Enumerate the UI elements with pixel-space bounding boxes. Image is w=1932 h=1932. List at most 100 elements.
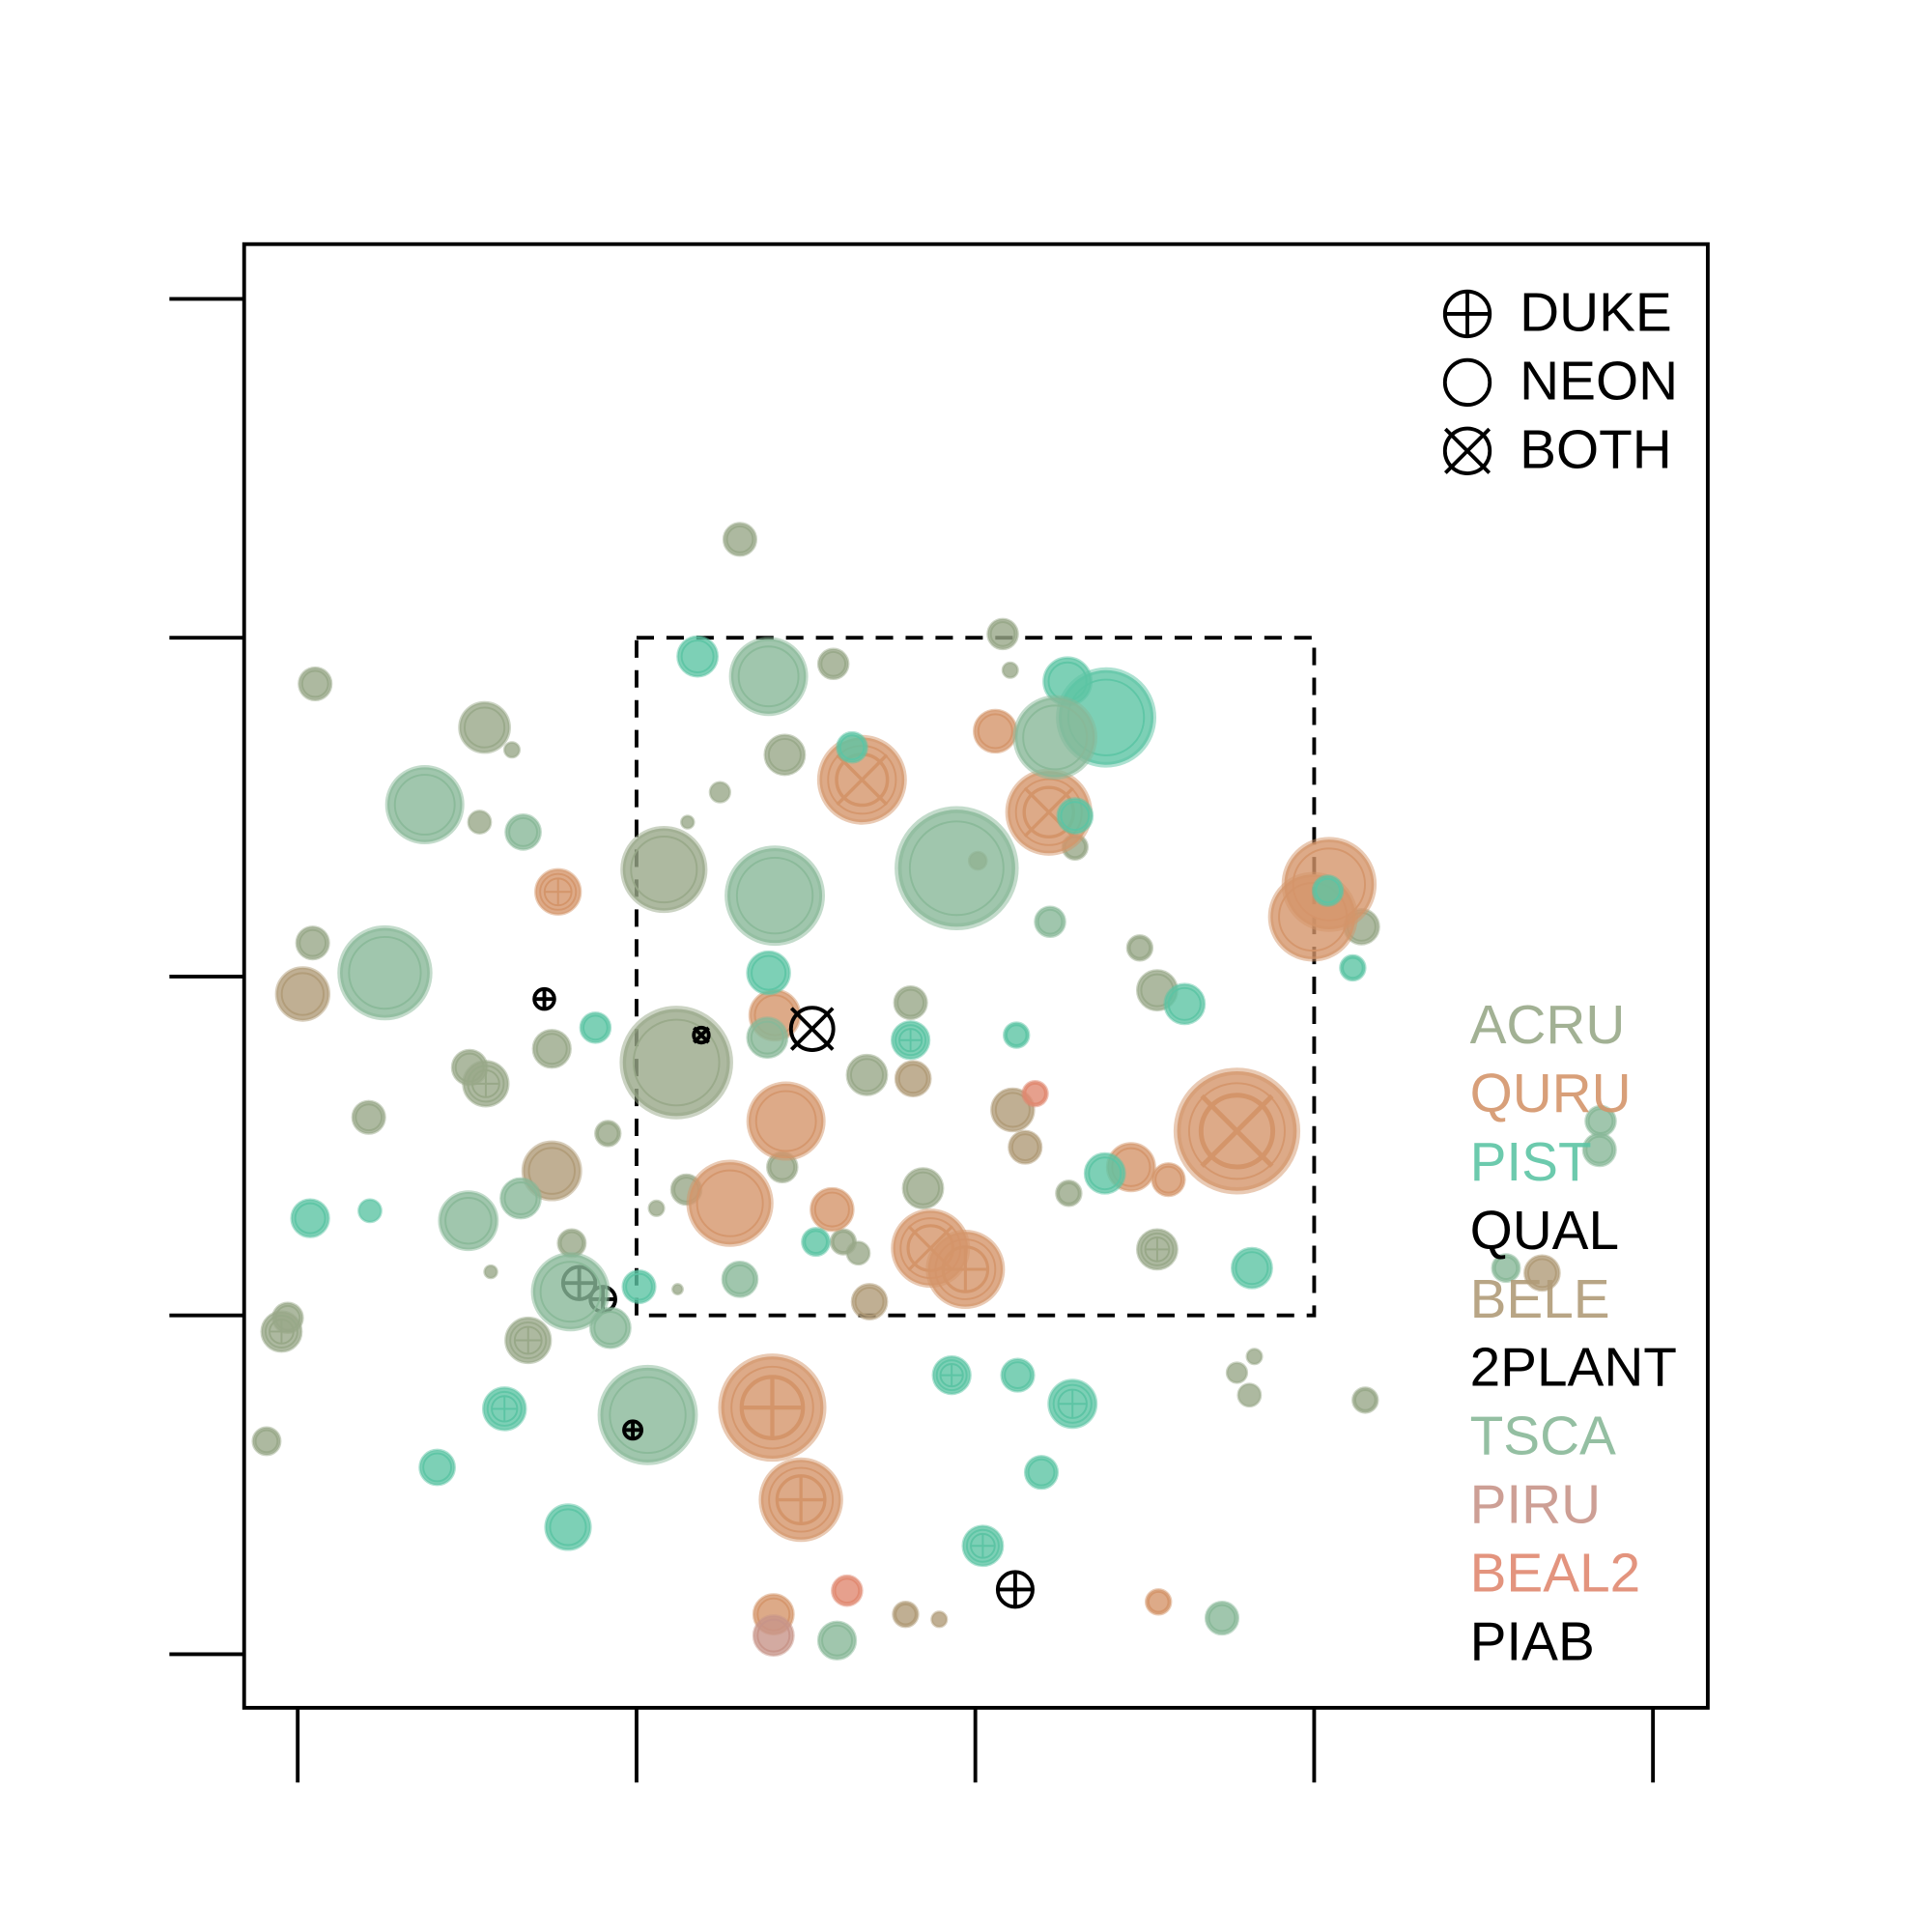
point-disc: [845, 1053, 889, 1096]
point: [556, 1228, 587, 1259]
point-disc: [458, 700, 511, 754]
point-ring: [1010, 1133, 1039, 1161]
point: [467, 810, 493, 835]
point-disc: [724, 845, 826, 947]
point-disc: [1163, 982, 1207, 1026]
legend-label: BEAL2: [1470, 1543, 1641, 1604]
point-ring: [725, 525, 754, 554]
point-ring: [508, 816, 538, 847]
point: [680, 814, 696, 830]
point: [810, 1186, 855, 1233]
point-ring: [1278, 882, 1349, 952]
point-ring: [539, 872, 578, 911]
point-disc: [816, 647, 850, 681]
point: [1034, 905, 1066, 938]
legend-label: PIST: [1470, 1132, 1592, 1193]
point-ring: [813, 1191, 850, 1228]
marker-ring: [1198, 1093, 1276, 1170]
point-disc: [438, 1190, 499, 1252]
point-ring: [467, 1065, 505, 1103]
point-disc: [1245, 1348, 1264, 1366]
point-disc: [671, 1283, 684, 1296]
legend-label: PIRU: [1470, 1475, 1602, 1536]
point-ring: [348, 935, 422, 1010]
point-ring: [280, 972, 325, 1016]
point-disc: [1083, 1151, 1126, 1195]
point-disc: [746, 950, 791, 996]
point-disc: [298, 666, 333, 701]
point: [1491, 1253, 1521, 1284]
point-disc: [1003, 1021, 1031, 1049]
point: [901, 1167, 945, 1210]
point-ring: [393, 774, 456, 836]
marker-legend-symbol: [1442, 426, 1492, 475]
point-disc: [1581, 1132, 1617, 1168]
point-disc: [588, 1306, 632, 1350]
point-disc: [544, 1503, 592, 1551]
point-disc: [357, 1198, 383, 1224]
point-disc: [418, 1448, 456, 1487]
point-disc: [1001, 661, 1019, 679]
point-ring: [1004, 1361, 1032, 1389]
point-ring: [895, 1603, 917, 1626]
point-ring: [1235, 1251, 1269, 1286]
point: [1003, 1021, 1031, 1049]
point-disc: [1236, 1382, 1263, 1408]
point-ring: [834, 1577, 861, 1605]
point: [290, 1198, 330, 1238]
point-ring: [1154, 1165, 1182, 1194]
point-disc: [893, 984, 928, 1021]
point: [995, 1570, 1035, 1609]
point-ring: [935, 1359, 968, 1392]
point: [521, 1140, 582, 1202]
point-disc: [686, 1159, 774, 1247]
point-disc: [1145, 1588, 1173, 1616]
marker-x: [693, 1026, 710, 1044]
point: [850, 1283, 889, 1321]
point: [894, 1060, 932, 1098]
point-ring: [264, 1314, 298, 1349]
point: [671, 1283, 684, 1296]
point-ring: [820, 650, 847, 677]
point-disc: [620, 825, 708, 914]
point: [647, 1199, 666, 1217]
point: [337, 924, 433, 1021]
point: [1225, 1361, 1249, 1384]
point-disc: [647, 1199, 666, 1217]
point: [986, 617, 1019, 651]
point-ring: [1585, 1135, 1614, 1164]
point: [1000, 1357, 1036, 1393]
point-ring: [1353, 1389, 1377, 1411]
point: [724, 845, 826, 947]
point: [1163, 982, 1207, 1026]
point-ring: [503, 1181, 538, 1215]
point-disc: [722, 522, 758, 557]
legend-label: BELE: [1470, 1269, 1610, 1330]
point-ring: [298, 928, 327, 957]
point-disc: [1491, 1253, 1521, 1284]
point-ring: [294, 1202, 327, 1235]
point-disc: [1231, 1246, 1273, 1290]
point-ring: [486, 1390, 523, 1427]
marker-x: [836, 753, 889, 807]
point-ring: [908, 820, 1005, 917]
point: [722, 522, 758, 557]
point: [1173, 1067, 1301, 1195]
point: [1023, 1455, 1060, 1491]
point-ring: [756, 1618, 791, 1653]
point-disc: [1023, 1455, 1060, 1491]
point: [438, 1190, 499, 1252]
point: [728, 637, 809, 717]
point: [274, 966, 331, 1022]
point-disc: [1008, 1129, 1043, 1165]
point-disc: [894, 1060, 932, 1098]
point-disc: [746, 1081, 826, 1161]
marker-x: [907, 1225, 954, 1271]
point-ring: [994, 1092, 1031, 1128]
point: [597, 1364, 698, 1465]
point-ring: [1022, 704, 1089, 771]
marker-x: [789, 1007, 835, 1051]
marker-legend-symbol: [1442, 357, 1492, 408]
point-disc: [467, 810, 493, 835]
point: [462, 1060, 510, 1108]
